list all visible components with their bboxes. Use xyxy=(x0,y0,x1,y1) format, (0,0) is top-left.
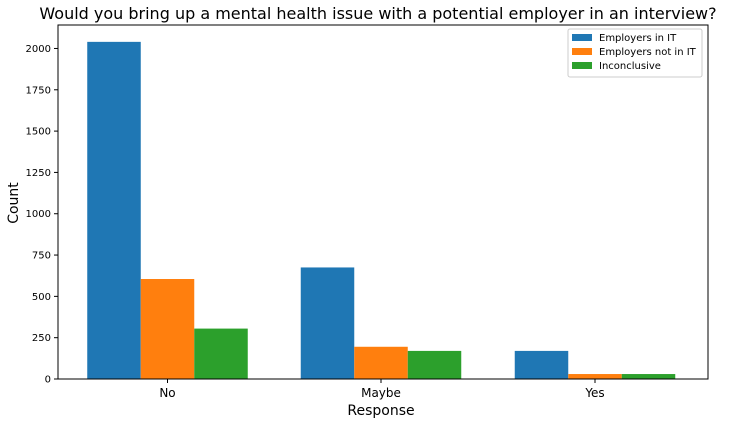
y-tick-label: 750 xyxy=(32,251,51,262)
x-tick-label: Yes xyxy=(584,386,604,400)
legend-swatch xyxy=(572,62,592,69)
y-tick-label: 2000 xyxy=(26,44,51,55)
chart-title: Would you bring up a mental health issue… xyxy=(39,4,716,23)
x-axis-label: Response xyxy=(347,403,414,419)
y-axis: 0 250 500 750 1000 1250 1500 1750 2000 xyxy=(26,44,58,386)
y-tick-label: 1250 xyxy=(26,168,51,179)
bar-inconclusive-yes xyxy=(621,374,676,379)
bar-employers-in-it-no xyxy=(87,41,141,380)
plot-frame xyxy=(57,24,709,380)
bar-employers-in-it-yes xyxy=(514,350,569,379)
bar-inconclusive-maybe xyxy=(407,350,462,379)
y-tick-label: 1000 xyxy=(26,209,51,220)
bar-employers-not-in-it-maybe xyxy=(354,346,408,379)
y-axis-label: Count xyxy=(6,182,22,224)
y-tick-label: 1500 xyxy=(26,127,51,138)
legend-label: Employers in IT xyxy=(599,33,677,44)
x-axis: No Maybe Yes xyxy=(159,379,605,400)
x-tick-label: Maybe xyxy=(361,386,401,400)
legend-label: Inconclusive xyxy=(599,61,661,72)
legend-box xyxy=(567,28,703,78)
bar-employers-in-it-maybe xyxy=(300,267,355,379)
y-tick-label: 250 xyxy=(32,333,51,344)
y-tick-label: 0 xyxy=(45,375,51,386)
bars-group xyxy=(87,41,676,380)
legend-swatch xyxy=(572,48,592,55)
legend-swatch xyxy=(572,34,592,41)
y-tick-label: 500 xyxy=(32,292,51,303)
x-tick-label: No xyxy=(159,386,175,400)
legend: Employers in IT Employers not in IT Inconc… xyxy=(567,28,703,78)
y-tick-label: 1750 xyxy=(26,85,51,96)
bar-employers-not-in-it-no xyxy=(140,279,195,379)
bar-inconclusive-no xyxy=(194,328,248,379)
legend-label: Employers not in IT xyxy=(599,47,697,58)
bar-employers-not-in-it-yes xyxy=(568,374,622,379)
